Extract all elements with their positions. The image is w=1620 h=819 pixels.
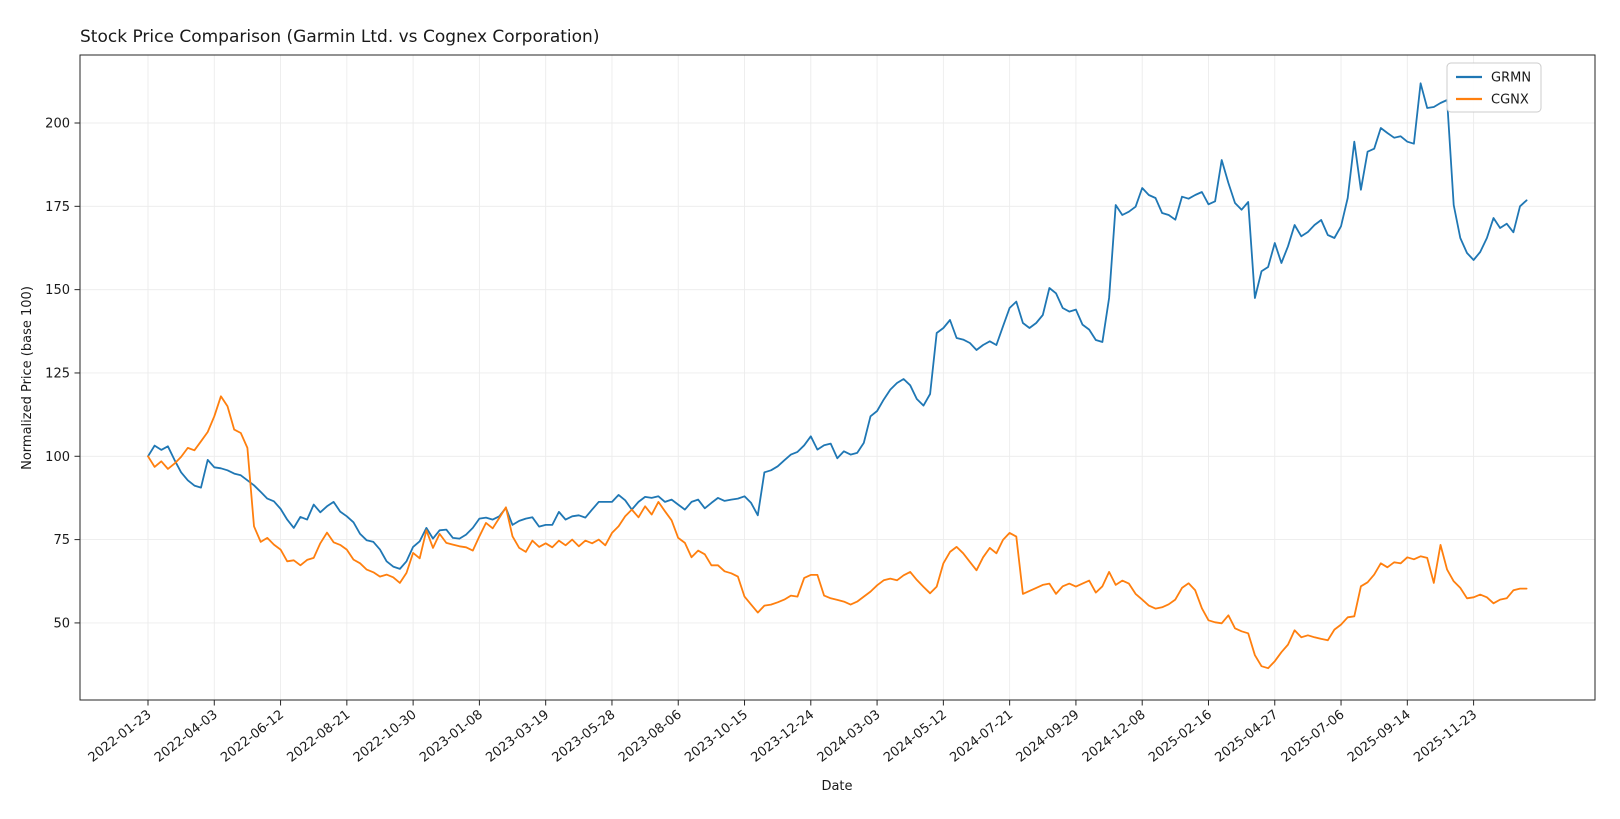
x-tick-label: 2023-01-08 [417, 707, 486, 765]
x-tick-label: 2023-12-24 [748, 707, 817, 765]
x-tick-label: 2022-04-03 [152, 707, 221, 765]
x-tick-label: 2025-07-06 [1279, 707, 1348, 765]
plot-border [79, 54, 1596, 701]
x-axis-title: Date [821, 779, 852, 794]
legend: GRMN CGNX [1446, 62, 1542, 113]
x-tick-label: 2024-05-12 [881, 707, 950, 765]
x-tick-label: 2025-09-14 [1345, 707, 1414, 765]
x-tick-label: 2024-03-03 [815, 707, 884, 765]
y-tick-label: 125 [45, 366, 70, 381]
y-tick-label: 50 [53, 616, 70, 631]
x-tick-label: 2025-02-16 [1146, 707, 1215, 765]
y-axis-ticks: 50 75 100 125 150 175 200 [45, 117, 80, 631]
legend-grmn-label: GRMN [1491, 71, 1531, 86]
x-tick-label: 2025-11-23 [1411, 707, 1480, 765]
y-tick-label: 100 [45, 450, 70, 465]
x-tick-label: 2022-06-12 [218, 707, 287, 765]
x-tick-label: 2022-10-30 [351, 707, 420, 765]
cgnx-line [147, 395, 1528, 670]
x-tick-label: 2023-05-28 [550, 707, 619, 765]
x-tick-label: 2024-09-29 [1014, 707, 1083, 765]
grmn-line [147, 82, 1528, 570]
x-axis-ticks: 2022-01-232022-04-032022-06-122022-08-21… [86, 700, 1480, 766]
x-tick-label: 2025-04-27 [1212, 707, 1281, 765]
grid-lines [80, 55, 1595, 700]
y-tick-label: 75 [53, 533, 70, 548]
x-tick-label: 2024-07-21 [947, 707, 1016, 765]
y-axis-title: Normalized Price (base 100) [20, 286, 35, 470]
x-tick-label: 2023-03-19 [483, 707, 552, 765]
y-tick-label: 150 [45, 283, 70, 298]
y-tick-label: 175 [45, 200, 70, 215]
x-tick-label: 2023-10-15 [682, 707, 751, 765]
x-tick-label: 2022-08-21 [285, 707, 354, 765]
x-tick-label: 2022-01-23 [86, 707, 155, 765]
y-tick-label: 200 [45, 117, 70, 132]
x-tick-label: 2023-08-06 [616, 707, 685, 765]
chart-title: Stock Price Comparison (Garmin Ltd. vs C… [80, 27, 599, 47]
legend-cgnx-label: CGNX [1491, 93, 1529, 108]
x-tick-label: 2024-12-08 [1080, 707, 1149, 765]
